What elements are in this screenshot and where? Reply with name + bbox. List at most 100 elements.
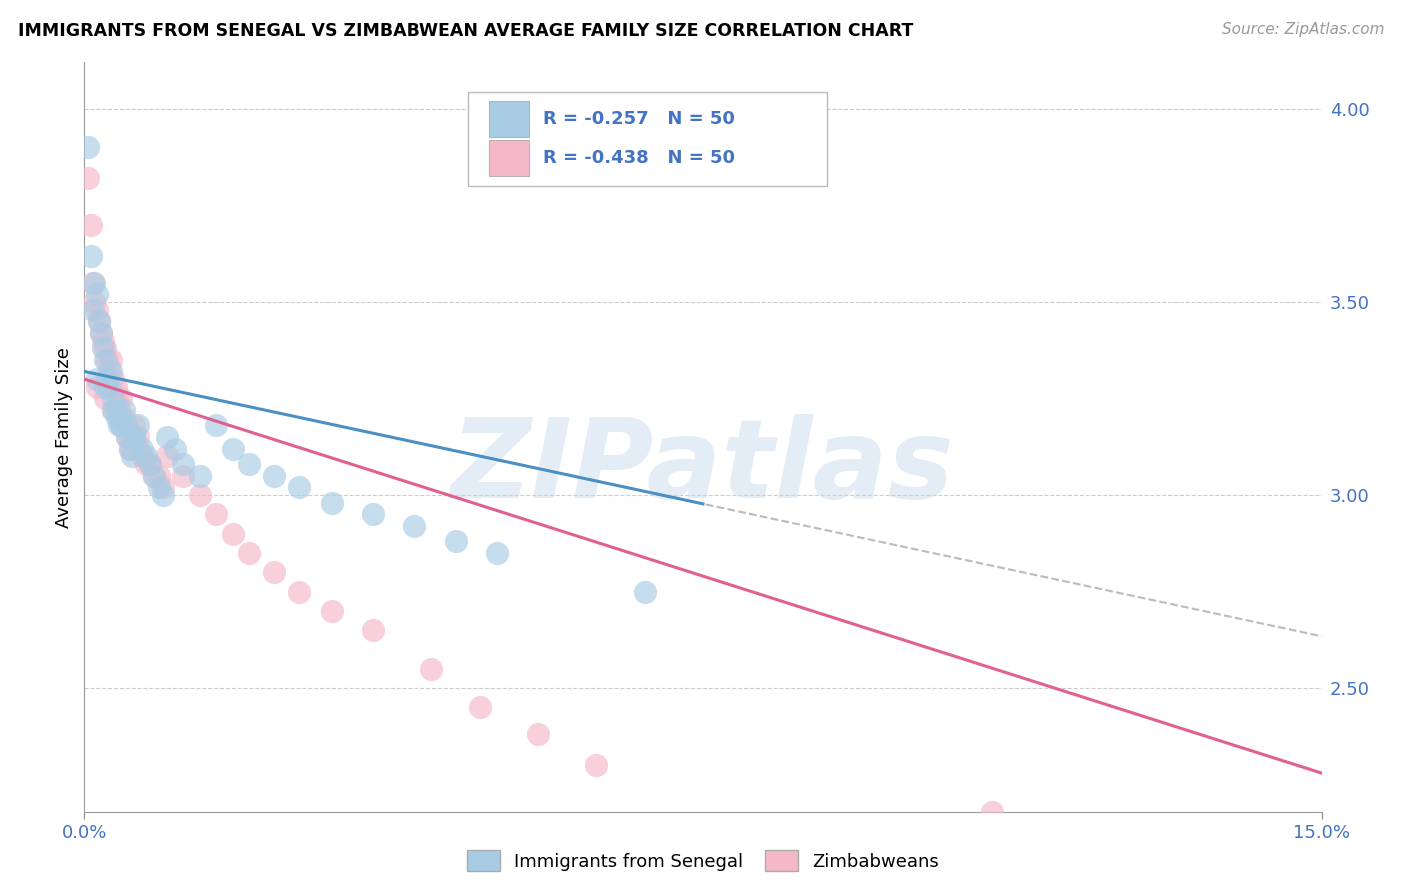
Point: [127, 418, 149, 433]
Point: [94, 392, 117, 406]
Point: [585, 758, 607, 772]
Point: [96, 352, 118, 367]
Point: [156, 450, 179, 464]
Point: [114, 418, 136, 433]
Point: [139, 457, 162, 471]
Point: [188, 488, 211, 502]
Point: [485, 546, 508, 560]
Point: [419, 662, 441, 676]
Point: [131, 450, 153, 464]
Point: [108, 403, 131, 417]
Point: [222, 442, 245, 456]
Point: [82, 302, 104, 317]
Point: [103, 392, 125, 406]
FancyBboxPatch shape: [468, 93, 827, 186]
Point: [118, 442, 141, 456]
Point: [361, 623, 384, 637]
Point: [156, 430, 179, 444]
Point: [108, 418, 131, 433]
Point: [104, 403, 127, 417]
Point: [80, 218, 103, 232]
Point: [89, 314, 111, 328]
Point: [135, 457, 157, 471]
Point: [110, 418, 132, 433]
Point: [110, 418, 132, 433]
Point: [90, 326, 112, 340]
Point: [527, 727, 550, 741]
Point: [105, 392, 128, 406]
Y-axis label: Average Family Size: Average Family Size: [55, 347, 73, 527]
Point: [444, 534, 467, 549]
Point: [100, 364, 122, 378]
Point: [172, 457, 194, 471]
Point: [105, 410, 128, 425]
Point: [77, 171, 100, 186]
Point: [135, 450, 157, 464]
Point: [470, 700, 492, 714]
Point: [634, 584, 657, 599]
Bar: [489, 101, 529, 136]
Point: [100, 352, 122, 367]
Point: [91, 334, 114, 348]
Point: [94, 341, 117, 355]
Point: [238, 546, 260, 560]
Point: [103, 403, 125, 417]
Point: [288, 584, 311, 599]
Point: [288, 480, 311, 494]
Point: [98, 380, 121, 394]
Point: [86, 380, 108, 394]
Point: [82, 276, 104, 290]
Point: [86, 302, 108, 317]
Legend: Immigrants from Senegal, Zimbabweans: Immigrants from Senegal, Zimbabweans: [460, 843, 946, 879]
Point: [96, 372, 118, 386]
Point: [110, 392, 132, 406]
Point: [83, 276, 105, 290]
Point: [404, 519, 426, 533]
Point: [143, 468, 166, 483]
Point: [148, 468, 170, 483]
Point: [122, 430, 145, 444]
Point: [86, 287, 108, 301]
Point: [112, 410, 135, 425]
Point: [98, 364, 121, 378]
Point: [139, 457, 162, 471]
Point: [263, 468, 285, 483]
Point: [117, 430, 139, 444]
Point: [86, 372, 108, 386]
Point: [127, 430, 149, 444]
Point: [188, 468, 211, 483]
Point: [205, 418, 228, 433]
Point: [127, 442, 149, 456]
Point: [143, 468, 166, 483]
Point: [980, 805, 1002, 819]
Point: [131, 442, 153, 456]
Bar: [489, 140, 529, 176]
Point: [94, 352, 117, 367]
Point: [172, 468, 194, 483]
Point: [152, 480, 174, 494]
Point: [222, 526, 245, 541]
Point: [205, 508, 228, 522]
Point: [83, 294, 105, 309]
Point: [90, 326, 112, 340]
Point: [114, 418, 136, 433]
Point: [152, 488, 174, 502]
Point: [263, 566, 285, 580]
Point: [94, 380, 117, 394]
Point: [118, 442, 141, 456]
Point: [121, 450, 143, 464]
Point: [80, 248, 103, 262]
Point: [110, 410, 132, 425]
Point: [122, 418, 145, 433]
Point: [148, 480, 170, 494]
Text: Source: ZipAtlas.com: Source: ZipAtlas.com: [1222, 22, 1385, 37]
Point: [321, 496, 343, 510]
Point: [238, 457, 260, 471]
Point: [117, 430, 139, 444]
Text: IMMIGRANTS FROM SENEGAL VS ZIMBABWEAN AVERAGE FAMILY SIZE CORRELATION CHART: IMMIGRANTS FROM SENEGAL VS ZIMBABWEAN AV…: [18, 22, 914, 40]
Point: [118, 430, 141, 444]
Point: [165, 442, 187, 456]
Point: [361, 508, 384, 522]
Text: ZIPatlas: ZIPatlas: [451, 414, 955, 521]
Point: [321, 604, 343, 618]
